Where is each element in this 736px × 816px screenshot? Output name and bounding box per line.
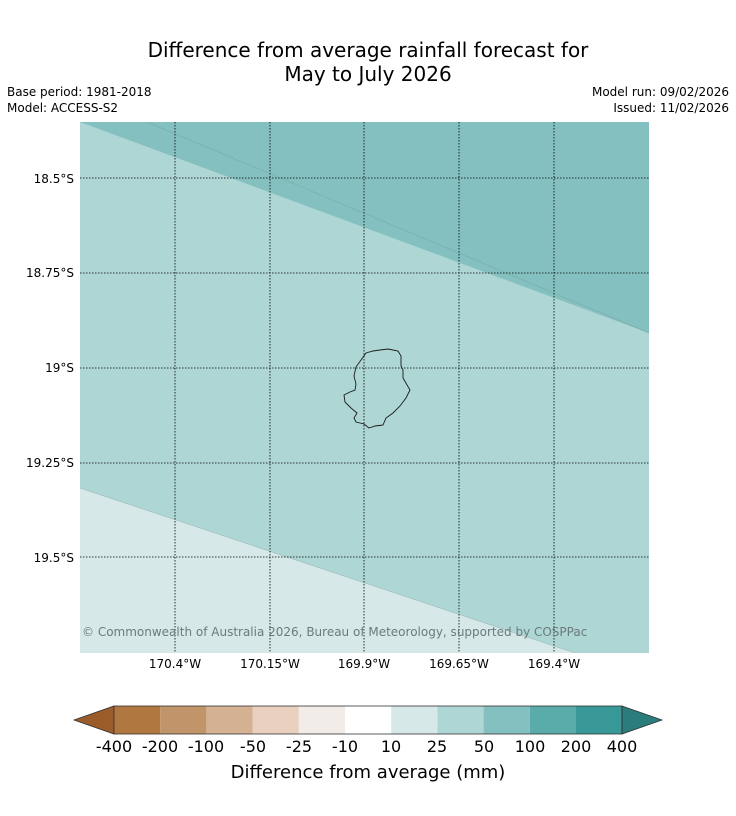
gridlines — [80, 122, 649, 653]
colorbar-seg-6 — [345, 706, 392, 734]
colorbar-outline — [113, 705, 623, 735]
lon-label-2: 170.15°W — [240, 657, 300, 671]
colorbar-seg-4 — [252, 706, 299, 734]
colorbar-seg-11 — [576, 706, 622, 734]
colorbar-tick-11: 200 — [560, 737, 592, 756]
base-period: Base period: 1981-2018 — [7, 85, 152, 99]
model-run: Model run: 09/02/2026 — [591, 85, 729, 99]
colorbar-min-extend — [72, 705, 115, 735]
colorbar — [72, 705, 664, 735]
lat-label-5: 19.5°S — [33, 551, 74, 565]
lon-label-3: 169.9°W — [337, 657, 391, 671]
lon-label-1: 170.4°W — [148, 657, 202, 671]
colorbar-seg-3 — [206, 706, 253, 734]
colorbar-tick-6: -10 — [331, 737, 359, 756]
colorbar-tick-1: -400 — [95, 737, 133, 756]
colorbar-tick-4: -50 — [239, 737, 267, 756]
lat-label-1: 18.5°S — [33, 172, 74, 186]
colorbar-tick-9: 50 — [473, 737, 495, 756]
colorbar-seg-10 — [529, 706, 576, 734]
lat-label-4: 19.25°S — [26, 456, 74, 470]
colorbar-tick-3: -100 — [187, 737, 225, 756]
lat-label-3: 19°S — [45, 361, 74, 375]
colorbar-title: Difference from average (mm) — [230, 762, 506, 783]
colorbar-tick-7: 10 — [380, 737, 402, 756]
colorbar-tick-10: 100 — [514, 737, 546, 756]
colorbar-max-extend — [621, 705, 664, 735]
niue-island-outline — [343, 348, 411, 429]
lon-label-4: 169.65°W — [429, 657, 489, 671]
meta-right: Model run: 09/02/2026 Issued: 11/02/2026 — [592, 84, 729, 116]
colorbar-seg-1 — [114, 706, 161, 734]
colorbar-seg-5 — [298, 706, 345, 734]
zone-edge-upper — [146, 122, 649, 334]
lat-label-2: 18.75°S — [26, 266, 74, 280]
colorbar-tick-2: -200 — [141, 737, 179, 756]
zone-edge-lower — [80, 487, 576, 653]
lon-label-5: 169.4°W — [527, 657, 581, 671]
title-line-2: May to July 2026 — [284, 62, 452, 86]
map-panel — [80, 122, 649, 653]
chart-title: Difference from average rainfall forecas… — [0, 38, 736, 86]
colorbar-seg-9 — [483, 706, 530, 734]
colorbar-tick-8: 25 — [426, 737, 448, 756]
map-canvas — [80, 122, 649, 653]
title-line-1: Difference from average rainfall forecas… — [147, 38, 589, 62]
model-name: Model: ACCESS-S2 — [7, 101, 119, 115]
colorbar-seg-2 — [160, 706, 207, 734]
colorbar-seg-7 — [391, 706, 438, 734]
colorbar-seg-8 — [437, 706, 484, 734]
issued-date: Issued: 11/02/2026 — [613, 101, 729, 115]
colorbar-tick-5: -25 — [285, 737, 313, 756]
meta-left: Base period: 1981-2018 Model: ACCESS-S2 — [7, 84, 152, 116]
colorbar-tick-12: 400 — [606, 737, 638, 756]
copyright-notice: © Commonwealth of Australia 2026, Bureau… — [82, 625, 588, 639]
